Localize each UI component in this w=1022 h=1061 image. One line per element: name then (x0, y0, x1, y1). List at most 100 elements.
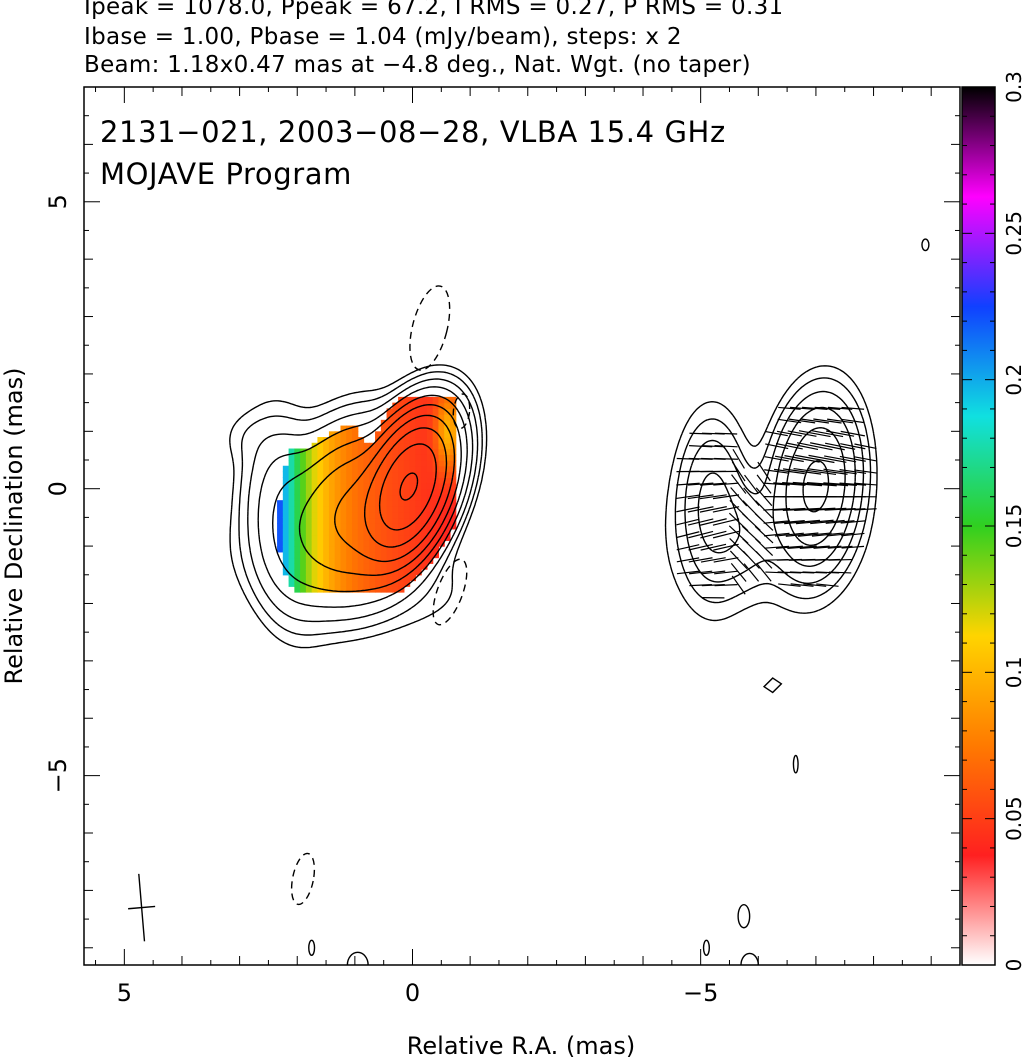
evpa-tick (778, 406, 801, 410)
fpol-pixel (311, 557, 319, 564)
evpa-tick (826, 532, 854, 537)
fpol-pixel (311, 569, 319, 576)
fpol-pixel (415, 431, 422, 438)
fpol-pixel (438, 448, 445, 455)
fpol-pixel (392, 557, 399, 564)
fpol-pixel (380, 505, 388, 513)
fpol-pixel (398, 488, 405, 496)
fpol-pixel (409, 477, 416, 484)
evpa-tick (687, 494, 714, 500)
fpol-pixel (334, 517, 342, 524)
fpol-pixel (403, 448, 411, 455)
fpol-pixel (317, 546, 324, 553)
fpol-pixel (369, 465, 376, 473)
fpol-pixel (323, 580, 330, 587)
fpol-pixel (282, 534, 290, 541)
fpol-pixel (357, 517, 365, 524)
fpol-pixel (375, 511, 382, 519)
fpol-pixel (415, 494, 422, 501)
fpol-pixel (386, 540, 393, 547)
fpol-pixel (386, 528, 393, 536)
evpa-tick (808, 507, 847, 511)
fpol-pixel (403, 505, 411, 513)
fpol-pixel (288, 465, 295, 473)
evpa-tick (700, 482, 727, 486)
fpol-pixel (305, 477, 313, 484)
evpa-tick (794, 507, 836, 512)
fpol-pixel (305, 482, 313, 490)
fpol-pixel (311, 460, 319, 467)
evpa-tick (700, 557, 726, 563)
fpol-pixel (380, 431, 388, 438)
fpol-pixel (369, 517, 376, 524)
fpol-pixel (449, 500, 457, 507)
evpa-tick (700, 530, 727, 539)
fpol-pixel (351, 477, 359, 484)
fpol-pixel (340, 488, 347, 496)
fpol-pixel (363, 551, 370, 559)
fpol-pixel (346, 442, 353, 450)
fpol-pixel (363, 517, 370, 524)
fpol-pixel (386, 425, 393, 432)
fpol-pixel (305, 557, 313, 564)
evpa-tick (687, 518, 714, 526)
fpol-pixel (340, 471, 347, 478)
fpol-pixel (346, 528, 353, 536)
fpol-pixel (369, 494, 376, 501)
fpol-pixel (328, 465, 336, 473)
y-axis-label: Relative Declination (mas) (0, 367, 28, 684)
fpol-pixel (369, 569, 376, 576)
fpol-pixel (421, 414, 428, 421)
fpol-pixel (398, 551, 405, 559)
fpol-pixel (323, 482, 330, 490)
fpol-pixel (386, 477, 393, 484)
stokes-i-contour (229, 364, 488, 649)
fpol-pixel (311, 546, 319, 553)
fpol-pixel (294, 563, 301, 570)
fpol-pixel (346, 546, 353, 553)
fpol-pixel (305, 448, 313, 455)
fpol-pixel (300, 471, 307, 478)
fpol-pixel (438, 465, 445, 473)
fpol-pixel (426, 419, 434, 427)
fpol-pixel (288, 471, 295, 478)
colorbar-tick-label: 0.25 (1002, 211, 1022, 256)
fpol-pixel (432, 425, 440, 432)
fpol-pixel (380, 442, 388, 450)
fpol-pixel (375, 551, 382, 559)
fpol-pixel (426, 396, 434, 404)
fpol-pixel (294, 511, 301, 519)
fpol-pixel (403, 551, 411, 559)
fpol-pixel (426, 402, 434, 409)
fpol-pixel (317, 460, 324, 467)
fpol-pixel (449, 454, 457, 461)
fpol-pixel (317, 511, 324, 519)
fpol-pixel (449, 402, 457, 409)
fpol-pixel (294, 528, 301, 536)
fpol-pixel (380, 534, 388, 541)
fpol-pixel (323, 534, 330, 541)
fpol-pixel (409, 419, 416, 427)
evpa-tick (744, 474, 759, 494)
fpol-pixel (403, 563, 411, 570)
fpol-pixel (421, 557, 428, 564)
header-line-1: Ipeak = 1078.0, Ppeak = 67.2, I RMS = 0.… (84, 0, 784, 20)
fpol-pixel (421, 500, 428, 507)
fpol-pixel (328, 540, 336, 547)
fpol-pixel (409, 482, 416, 490)
fpol-pixel (409, 500, 416, 507)
evpa-tick (676, 557, 700, 563)
fpol-pixel (392, 563, 399, 570)
fpol-pixel (317, 557, 324, 564)
noise-contour (737, 903, 751, 929)
pol-contour (697, 406, 856, 567)
fpol-pixel (392, 500, 399, 507)
stokes-i-contour (238, 371, 483, 636)
fpol-pixel (363, 557, 370, 564)
fpol-pixel (357, 569, 365, 576)
fpol-pixel (334, 551, 342, 559)
evpa-tick (757, 461, 771, 482)
fpol-pixel (392, 569, 399, 576)
evpa-tick (714, 570, 738, 575)
fpol-pixel (403, 574, 411, 582)
